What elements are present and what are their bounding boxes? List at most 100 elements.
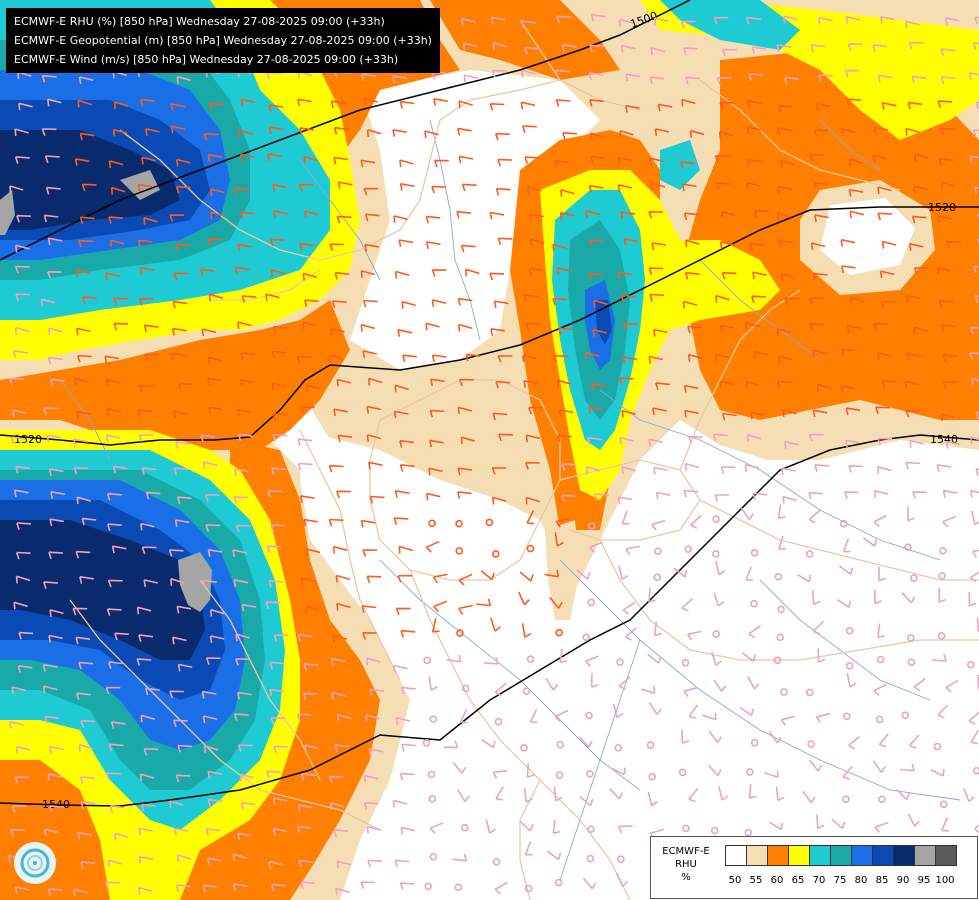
wind-barb-icon xyxy=(463,74,478,83)
wind-barb-icon xyxy=(907,506,915,522)
calm-wind-icon xyxy=(520,744,528,752)
wind-barb-icon xyxy=(556,15,572,24)
wind-barb-icon xyxy=(15,465,30,474)
wind-barb-icon xyxy=(808,759,823,772)
calm-wind-icon xyxy=(901,711,910,719)
wind-barb-icon xyxy=(329,243,345,252)
calm-wind-icon xyxy=(966,661,975,669)
wind-barb-icon xyxy=(235,633,250,642)
wind-barb-icon xyxy=(393,215,408,223)
wind-barb-icon xyxy=(333,829,349,837)
wind-barb-icon xyxy=(136,658,152,666)
wind-barb-icon xyxy=(301,772,316,781)
calm-wind-icon xyxy=(455,519,463,528)
wind-barb-icon xyxy=(497,237,513,246)
wind-barb-icon xyxy=(15,575,31,584)
wind-barb-icon xyxy=(108,661,123,670)
wind-barb-icon xyxy=(425,492,441,501)
wind-barb-icon xyxy=(968,711,979,725)
legend-swatch xyxy=(830,845,852,866)
wind-barb-icon xyxy=(303,155,318,164)
wind-barb-icon xyxy=(337,434,353,443)
wind-barb-icon xyxy=(809,322,825,331)
wind-barb-icon xyxy=(112,128,128,137)
wind-barb-icon xyxy=(72,607,88,616)
wind-barb-icon xyxy=(974,186,979,195)
wind-barb-icon xyxy=(498,433,513,442)
legend-swatches xyxy=(725,845,957,866)
wind-barb-icon xyxy=(617,184,633,192)
calm-wind-icon xyxy=(428,795,437,803)
wind-barb-icon xyxy=(393,410,409,419)
wind-barb-icon xyxy=(653,17,669,25)
wind-barb-icon xyxy=(489,272,505,281)
wind-barb-icon xyxy=(145,687,160,696)
wind-barb-icon xyxy=(616,873,629,887)
wind-barb-icon xyxy=(303,518,318,527)
wind-barb-icon xyxy=(233,713,249,721)
calm-wind-icon xyxy=(461,684,470,693)
wind-barb-icon xyxy=(588,272,604,280)
wind-barb-icon xyxy=(969,571,979,583)
wind-barb-icon xyxy=(176,158,191,167)
wind-barb-icon xyxy=(109,239,125,248)
wind-barb-icon xyxy=(232,853,248,862)
wind-barb-icon xyxy=(969,155,979,164)
wind-barb-icon xyxy=(625,545,641,556)
wind-barb-icon xyxy=(177,663,193,672)
wind-barb-icon xyxy=(169,214,185,222)
logo-icon xyxy=(14,842,56,884)
wind-barb-icon xyxy=(873,589,882,605)
calm-wind-icon xyxy=(904,543,912,551)
calm-wind-icon xyxy=(587,598,595,607)
wind-barb-icon xyxy=(776,43,792,52)
wind-barb-icon xyxy=(74,158,90,166)
wind-barb-icon xyxy=(42,685,58,694)
wind-barb-icon xyxy=(648,438,663,447)
wind-barb-icon xyxy=(433,98,448,106)
wind-barb-icon xyxy=(461,183,477,192)
wind-barb-icon xyxy=(810,242,826,250)
wind-barb-icon xyxy=(336,602,351,611)
calm-wind-icon xyxy=(555,771,564,779)
wind-barb-icon xyxy=(458,323,473,332)
wind-barb-icon xyxy=(177,744,193,753)
wind-barb-icon xyxy=(399,100,415,109)
map-title-box: ECMWF-E RHU (%) [850 hPa] Wednesday 27-0… xyxy=(6,8,440,73)
wind-barb-icon xyxy=(207,549,223,557)
wind-barb-icon xyxy=(494,682,507,697)
wind-barb-icon xyxy=(974,295,979,303)
legend-unit: % xyxy=(681,872,691,883)
wind-barb-icon xyxy=(873,490,889,498)
wind-barb-icon xyxy=(764,770,779,778)
wind-barb-icon xyxy=(816,814,825,830)
wind-barb-icon xyxy=(495,786,504,801)
wind-barb-icon xyxy=(937,100,953,109)
wind-barb-icon xyxy=(817,648,826,663)
calm-wind-icon xyxy=(937,632,946,640)
wind-barb-icon xyxy=(905,461,920,470)
wind-barb-icon xyxy=(138,634,154,642)
wind-barb-icon xyxy=(18,102,33,111)
calm-wind-icon xyxy=(485,518,494,527)
wind-barb-icon xyxy=(207,154,223,162)
wind-barb-icon xyxy=(685,271,700,280)
wind-barb-icon xyxy=(970,326,979,335)
wind-barb-icon xyxy=(271,382,287,391)
wind-barb-icon xyxy=(237,691,252,700)
wind-barb-icon xyxy=(555,517,570,528)
wind-barb-icon xyxy=(137,409,153,417)
calm-wind-icon xyxy=(555,628,563,637)
wind-barb-icon xyxy=(205,524,221,532)
wind-barb-icon xyxy=(879,270,895,279)
wind-barb-icon xyxy=(369,688,385,697)
wind-barb-icon xyxy=(446,654,462,663)
wind-barb-icon xyxy=(523,788,533,803)
calm-wind-icon xyxy=(587,825,595,833)
country-borders xyxy=(69,19,979,900)
wind-barb-icon xyxy=(687,353,703,362)
wind-barb-icon xyxy=(808,509,821,524)
wind-barb-icon xyxy=(137,183,153,192)
wind-barb-icon xyxy=(458,378,474,387)
